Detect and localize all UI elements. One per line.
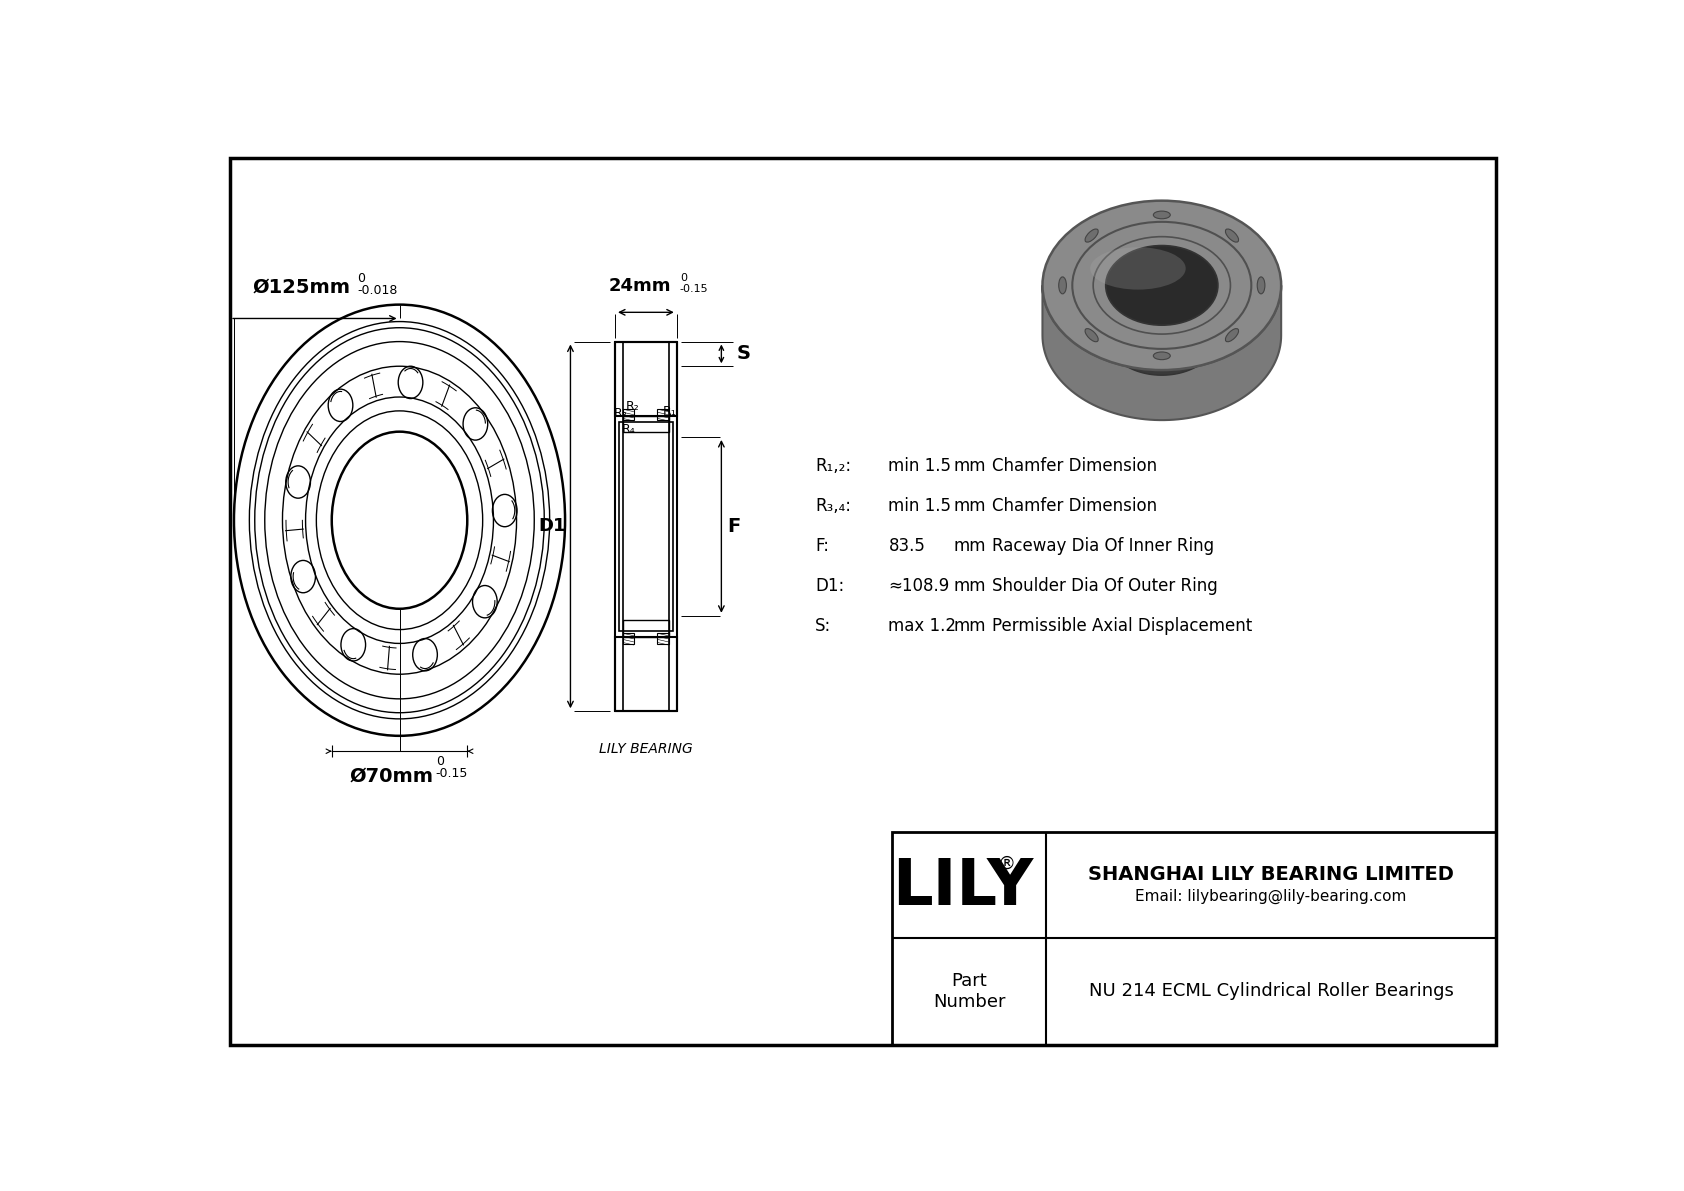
Text: R₄: R₄ <box>621 423 635 436</box>
Text: R₃,₄:: R₃,₄: <box>815 498 852 516</box>
Text: 0: 0 <box>357 272 365 285</box>
Bar <box>893 833 1495 1045</box>
Text: 83.5: 83.5 <box>889 537 925 555</box>
Ellipse shape <box>1226 229 1238 242</box>
Text: ®: ® <box>997 855 1015 873</box>
Ellipse shape <box>1226 329 1238 342</box>
Text: Permissible Axial Displacement: Permissible Axial Displacement <box>992 617 1253 636</box>
Text: -0.15: -0.15 <box>436 767 468 780</box>
Text: LILY BEARING: LILY BEARING <box>600 742 692 756</box>
Text: -0.018: -0.018 <box>357 283 397 297</box>
Text: mm: mm <box>953 578 987 596</box>
Text: R₁: R₁ <box>663 405 677 418</box>
Ellipse shape <box>1154 353 1170 360</box>
Ellipse shape <box>1059 276 1066 294</box>
Text: LILY: LILY <box>893 856 1034 918</box>
Text: D1:: D1: <box>815 578 845 596</box>
Text: Ø125mm: Ø125mm <box>253 278 350 297</box>
Text: NU 214 ECML Cylindrical Roller Bearings: NU 214 ECML Cylindrical Roller Bearings <box>1090 983 1453 1000</box>
Ellipse shape <box>1090 248 1186 289</box>
Text: R₂: R₂ <box>626 400 640 413</box>
Polygon shape <box>1042 286 1282 420</box>
Bar <box>623 621 669 637</box>
Text: D1: D1 <box>539 517 566 536</box>
Text: Chamfer Dimension: Chamfer Dimension <box>992 457 1157 475</box>
Ellipse shape <box>1084 329 1098 342</box>
Text: -0.15: -0.15 <box>680 283 709 294</box>
Ellipse shape <box>1042 200 1282 370</box>
Text: F:: F: <box>815 537 829 555</box>
Text: Email: lilybearing@lily-bearing.com: Email: lilybearing@lily-bearing.com <box>1135 890 1406 904</box>
Bar <box>657 632 669 644</box>
Text: mm: mm <box>953 617 987 636</box>
Text: R₃: R₃ <box>613 407 628 420</box>
Text: mm: mm <box>953 457 987 475</box>
Ellipse shape <box>1084 229 1098 242</box>
Bar <box>615 637 677 711</box>
Bar <box>657 409 669 420</box>
Ellipse shape <box>1258 276 1265 294</box>
Text: S: S <box>738 344 751 363</box>
Text: SHANGHAI LILY BEARING LIMITED: SHANGHAI LILY BEARING LIMITED <box>1088 865 1453 884</box>
Bar <box>620 422 674 631</box>
Text: min 1.5: min 1.5 <box>889 498 951 516</box>
Text: 24mm: 24mm <box>608 278 670 295</box>
Text: Part
Number: Part Number <box>933 972 1005 1011</box>
Text: max 1.2: max 1.2 <box>889 617 957 636</box>
Text: Ø70mm: Ø70mm <box>350 767 434 786</box>
Ellipse shape <box>1106 245 1218 325</box>
Text: 0: 0 <box>436 755 443 768</box>
Bar <box>623 409 635 420</box>
Text: R₁,₂:: R₁,₂: <box>815 457 852 475</box>
Text: Raceway Dia Of Inner Ring: Raceway Dia Of Inner Ring <box>992 537 1214 555</box>
Bar <box>623 416 669 432</box>
Text: mm: mm <box>953 498 987 516</box>
Bar <box>615 342 677 416</box>
Polygon shape <box>1106 286 1218 375</box>
Text: F: F <box>727 517 741 536</box>
Ellipse shape <box>1154 211 1170 219</box>
Text: Chamfer Dimension: Chamfer Dimension <box>992 498 1157 516</box>
Bar <box>623 632 635 644</box>
Text: S:: S: <box>815 617 832 636</box>
Text: 0: 0 <box>680 273 687 283</box>
Text: min 1.5: min 1.5 <box>889 457 951 475</box>
Text: ≈108.9: ≈108.9 <box>889 578 950 596</box>
Text: Shoulder Dia Of Outer Ring: Shoulder Dia Of Outer Ring <box>992 578 1218 596</box>
Text: mm: mm <box>953 537 987 555</box>
